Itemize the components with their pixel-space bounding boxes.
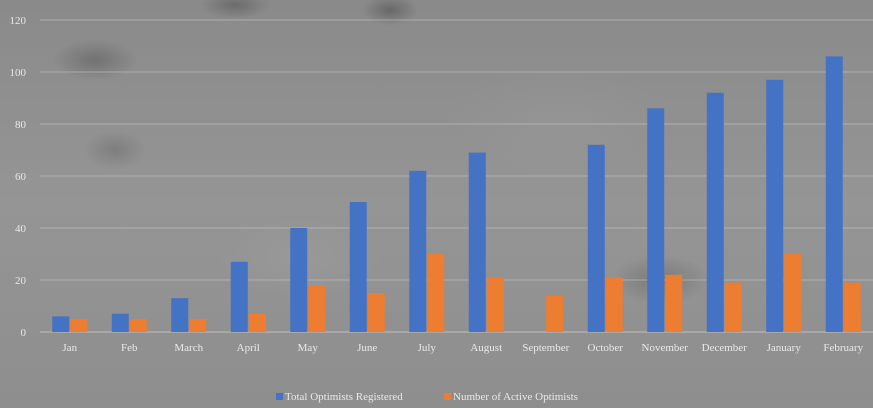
bar-active-optimists: [724, 282, 742, 332]
bar-total-registered: [52, 316, 70, 332]
y-tick-label: 0: [21, 327, 27, 339]
bar-total-registered: [825, 56, 843, 333]
bar-total-registered: [171, 298, 189, 332]
x-tick-label: May: [298, 342, 319, 354]
x-axis-ticks: Jan Feb March April May June July August Septemb…: [62, 342, 863, 354]
legend-swatch-total-registered: [276, 393, 283, 400]
bar-active-optimists: [486, 277, 504, 332]
y-tick-label: 120: [10, 15, 27, 27]
bar-total-registered: [647, 108, 665, 333]
bar-active-optimists: [308, 285, 326, 332]
y-tick-label: 100: [10, 67, 27, 79]
bar-active-optimists: [784, 254, 802, 332]
legend-swatch-active-optimists: [444, 393, 451, 400]
bar-active-optimists: [665, 274, 683, 332]
bar-total-registered: [290, 228, 308, 332]
x-tick-label: July: [418, 342, 437, 354]
x-tick-label: August: [470, 342, 502, 354]
bar-total-registered: [766, 79, 784, 332]
y-tick-label: 40: [15, 223, 27, 235]
legend-label-total-registered: Total Optimists Registered: [285, 391, 403, 403]
bar-active-optimists: [367, 293, 385, 332]
x-tick-label: Jan: [62, 342, 77, 354]
bar-total-registered: [349, 202, 367, 332]
x-tick-label: January: [767, 342, 802, 354]
bar-active-optimists: [189, 319, 207, 332]
bar-total-registered: [111, 313, 129, 332]
x-tick-label: March: [174, 342, 203, 354]
bar-total-registered: [706, 92, 724, 332]
x-tick-label: April: [237, 342, 260, 354]
legend: Total Optimists Registered Number of Acti…: [276, 391, 578, 403]
bar-total-registered: [409, 170, 427, 332]
x-tick-label: Feb: [121, 342, 138, 354]
x-tick-label: October: [588, 342, 624, 354]
bar-active-optimists: [843, 282, 861, 332]
x-tick-label: September: [522, 342, 569, 354]
bar-active-optimists: [605, 277, 623, 332]
x-tick-label: December: [702, 342, 748, 354]
bar-active-optimists: [248, 313, 266, 332]
x-tick-label: June: [357, 342, 377, 354]
bars: [52, 56, 861, 333]
y-axis-ticks: 0 20 40 60 80 100 120: [10, 15, 27, 339]
x-tick-label: February: [823, 342, 863, 354]
bar-active-optimists: [70, 319, 88, 332]
y-tick-label: 60: [15, 171, 27, 183]
y-tick-label: 80: [15, 119, 27, 131]
bar-total-registered: [468, 152, 486, 332]
gridlines: [40, 19, 873, 333]
legend-label-active-optimists: Number of Active Optimists: [453, 391, 578, 403]
bar-active-optimists: [546, 295, 564, 332]
x-tick-label: November: [642, 342, 689, 354]
bar-total-registered: [587, 144, 605, 332]
bar-active-optimists: [129, 319, 147, 332]
bar-total-registered: [230, 261, 248, 332]
bar-active-optimists: [427, 254, 445, 332]
y-tick-label: 20: [15, 275, 27, 287]
